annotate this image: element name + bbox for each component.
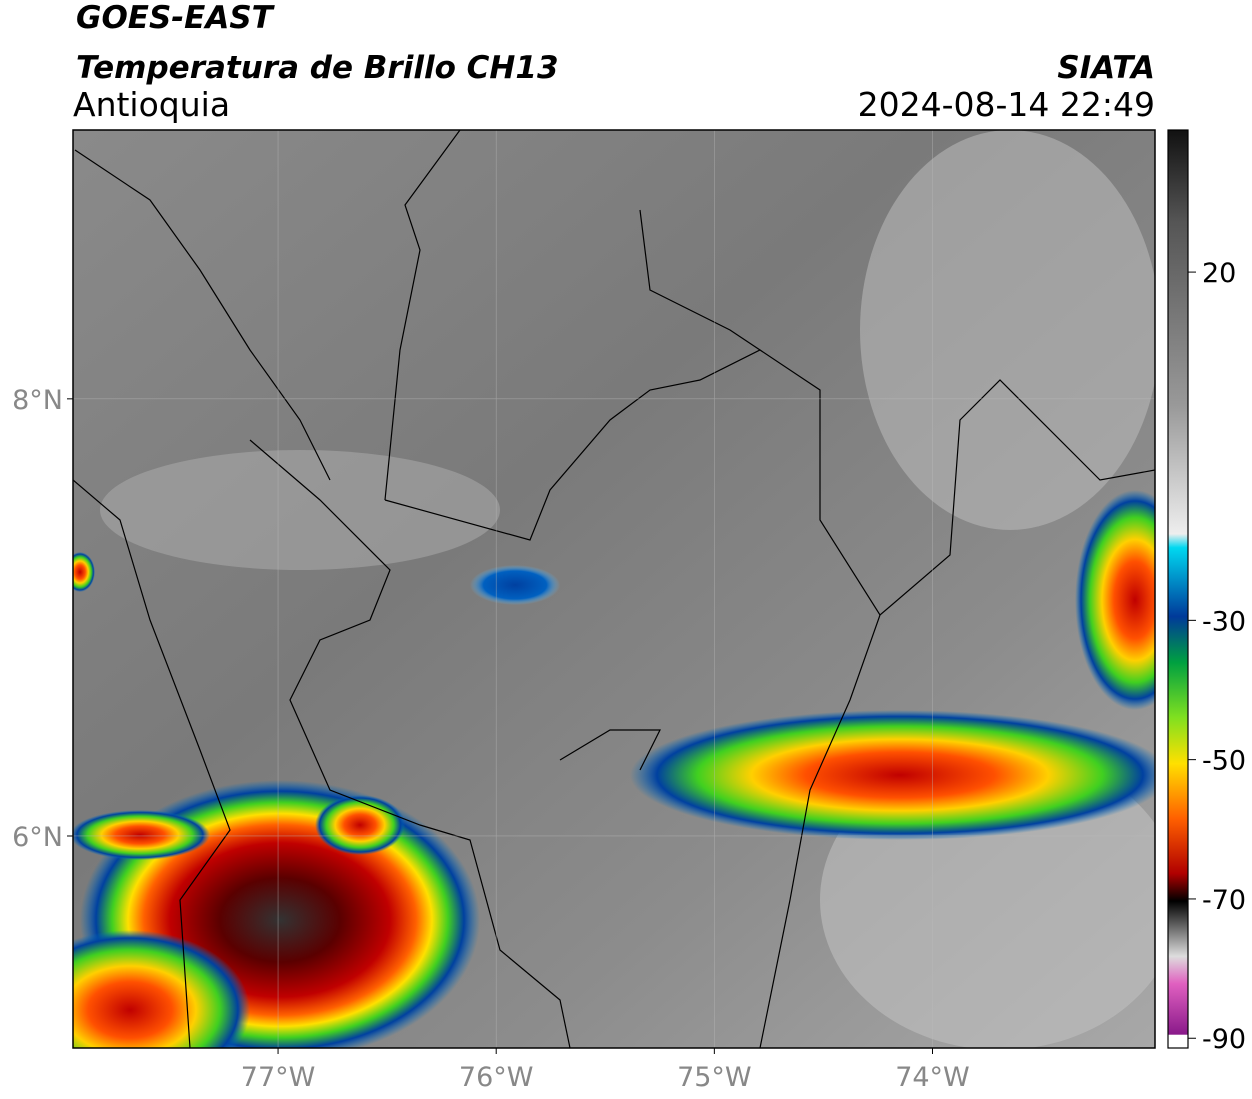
source: SIATA (1057, 50, 1155, 86)
title: GOES-EAST (76, 0, 276, 36)
map-image (73, 130, 1155, 1048)
map-frame (72, 129, 1156, 1049)
colorbar (1167, 129, 1189, 1049)
lat-tick-label: 6°N (12, 822, 63, 853)
lat-tick-label: 8°N (12, 385, 63, 416)
region: Antioquia (73, 85, 230, 124)
colorbar-tick-label: -90 (1202, 1024, 1246, 1055)
lon-tick-label: 76°W (459, 1062, 534, 1093)
colorbar-tick-label: -30 (1202, 606, 1246, 637)
lon-tick-label: 75°W (677, 1062, 752, 1093)
colorbar-tick-label: 20 (1202, 258, 1236, 289)
colorbar-tick-label: -70 (1202, 885, 1246, 916)
lon-tick-label: 77°W (241, 1062, 316, 1093)
datetime: 2024-08-14 22:49 (858, 85, 1155, 124)
lon-tick-label: 74°W (895, 1062, 970, 1093)
colorbar-tick-label: -50 (1202, 746, 1246, 777)
subtitle: Temperatura de Brillo CH13 (76, 50, 559, 86)
